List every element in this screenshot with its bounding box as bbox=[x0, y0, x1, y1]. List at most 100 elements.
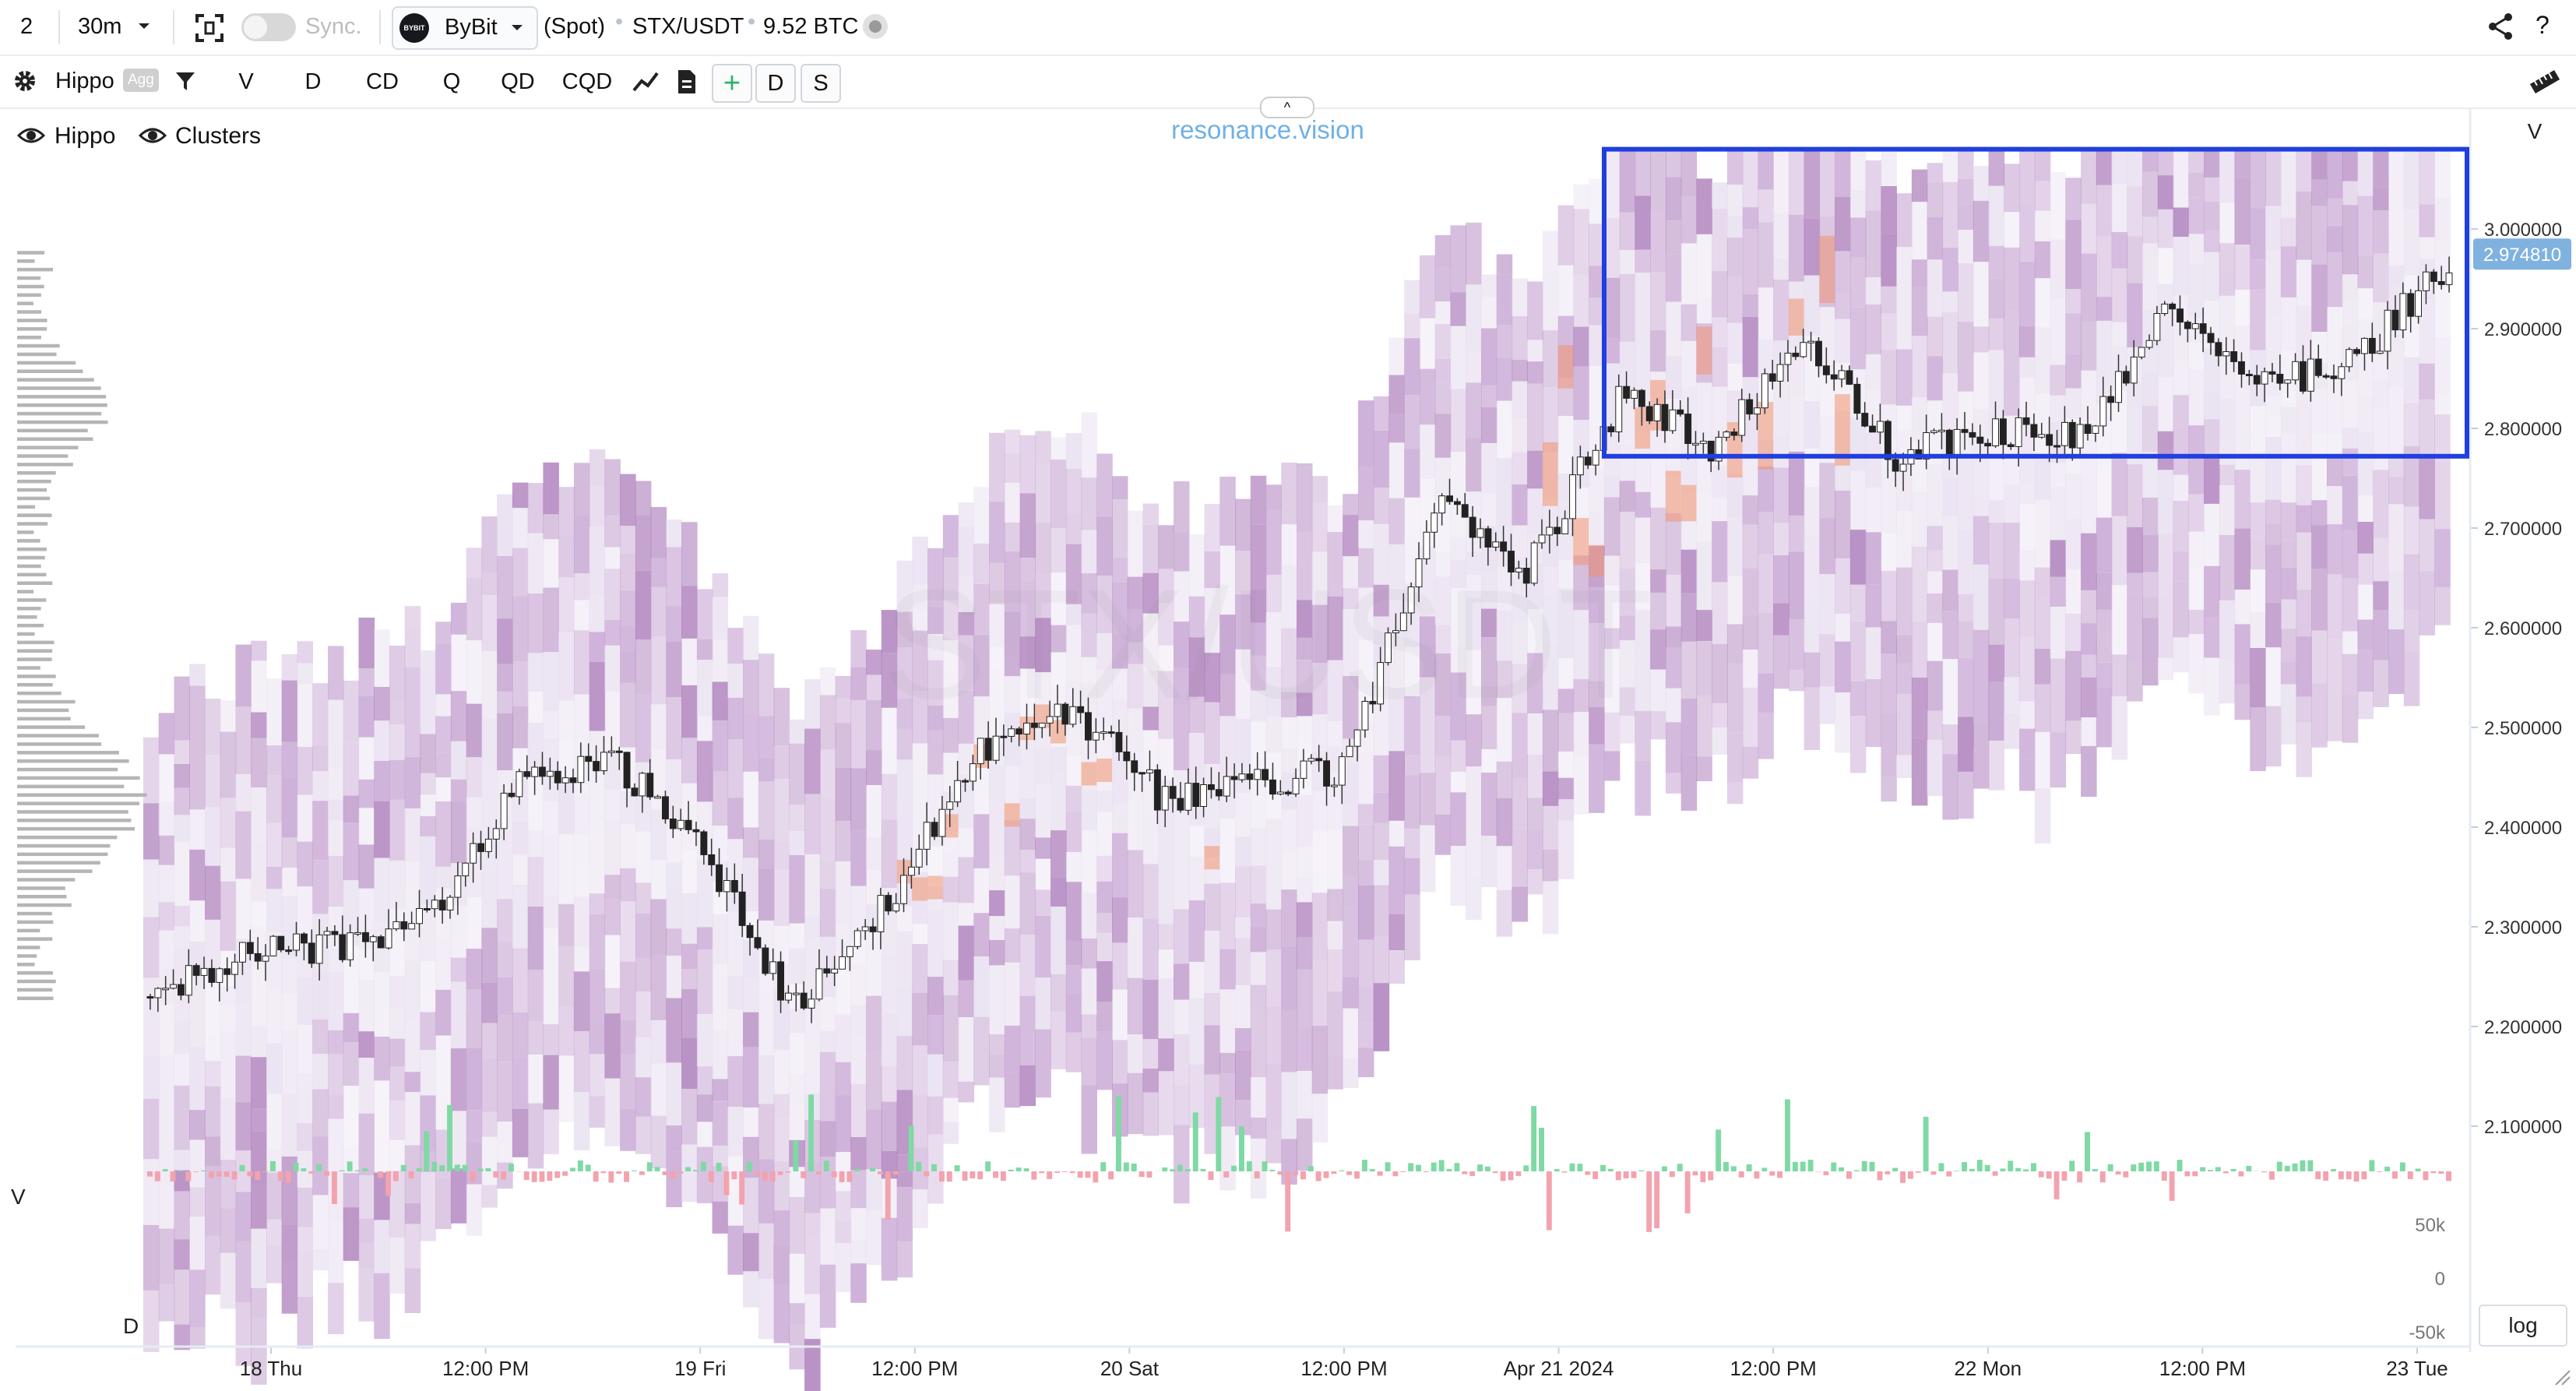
candle-body bbox=[1508, 551, 1515, 572]
heatmap-cell bbox=[235, 879, 252, 939]
legend-hippo[interactable]: Hippo bbox=[16, 123, 115, 149]
heatmap-cell bbox=[1972, 352, 1990, 409]
add-button[interactable]: + bbox=[712, 64, 752, 103]
heatmap-cell bbox=[235, 1102, 252, 1151]
heatmap-cell bbox=[1265, 509, 1282, 576]
delta-bar bbox=[993, 1171, 998, 1178]
heatmap-cell bbox=[266, 822, 283, 868]
heatmap-cell bbox=[1865, 354, 1882, 391]
resize-handle-icon[interactable] bbox=[2555, 1370, 2571, 1386]
heatmap-cell bbox=[1327, 505, 1343, 533]
heatmap-cell bbox=[1881, 714, 1897, 776]
v-button[interactable]: V bbox=[238, 69, 254, 94]
heatmap-cell bbox=[205, 1166, 221, 1236]
heatmap-cell bbox=[1358, 753, 1374, 805]
pair-label[interactable]: STX/USDT bbox=[632, 14, 744, 39]
heatmap-cell bbox=[1420, 825, 1436, 893]
candle-body bbox=[462, 862, 470, 877]
document-icon[interactable] bbox=[676, 69, 698, 95]
indicator-name[interactable]: Hippo bbox=[55, 69, 114, 93]
heatmap-cell bbox=[1434, 359, 1452, 383]
heatmap-cell bbox=[1158, 949, 1174, 979]
delta-bar bbox=[1546, 1171, 1552, 1231]
heatmap-cell bbox=[1466, 877, 1482, 921]
filter-icon[interactable] bbox=[174, 70, 196, 92]
chart-area[interactable]: 3.0000002.9000002.8000002.7000002.600000… bbox=[0, 107, 2576, 1391]
heatmap-cell bbox=[1235, 866, 1251, 917]
heatmap-cell bbox=[835, 821, 852, 862]
delta-bar bbox=[1054, 1171, 1060, 1173]
heatmap-cell bbox=[1911, 169, 1928, 202]
collapse-toggle-button[interactable]: ^ bbox=[1260, 97, 1314, 118]
heatmap-cell bbox=[1035, 431, 1051, 463]
heatmap-cell bbox=[1542, 643, 1559, 710]
qd-button[interactable]: QD bbox=[501, 69, 535, 94]
heatmap-cell bbox=[2157, 248, 2174, 284]
heatmap-cell bbox=[2204, 454, 2220, 504]
layout-number[interactable]: 2 bbox=[20, 14, 33, 39]
heatmap-cell bbox=[1958, 621, 1974, 658]
cd-button[interactable]: CD bbox=[366, 69, 399, 94]
heatmap-cell bbox=[1450, 646, 1466, 673]
candle-body bbox=[1522, 568, 1530, 584]
d-mode-button[interactable]: D bbox=[755, 64, 796, 103]
log-scale-button[interactable]: log bbox=[2479, 1305, 2567, 1347]
heatmap-cell bbox=[727, 664, 744, 698]
heatmap-cell bbox=[1849, 257, 1867, 308]
candle-body bbox=[277, 935, 285, 951]
heatmap-cell bbox=[604, 645, 621, 692]
legend-clusters[interactable]: Clusters bbox=[138, 123, 261, 149]
heatmap-cell bbox=[358, 979, 375, 1032]
heatmap-cell bbox=[1327, 949, 1343, 992]
heatmap-cell bbox=[558, 834, 575, 904]
heatmap-cell bbox=[266, 678, 283, 745]
heatmap-cell bbox=[696, 949, 713, 1014]
heatmap-cell bbox=[497, 1062, 513, 1122]
s-mode-button[interactable]: S bbox=[801, 64, 841, 103]
ruler-icon[interactable] bbox=[2529, 69, 2560, 95]
heatmap-cell bbox=[1466, 284, 1482, 352]
heatmap-cell bbox=[1142, 980, 1159, 1040]
delta-bar bbox=[1131, 1163, 1137, 1171]
chevron-down-icon[interactable] bbox=[137, 22, 151, 31]
heatmap-cell bbox=[1343, 764, 1359, 806]
heatmap-cell bbox=[481, 595, 498, 651]
agg-badge[interactable]: Agg bbox=[123, 69, 159, 92]
gear-icon[interactable] bbox=[12, 69, 37, 93]
q-button[interactable]: Q bbox=[442, 69, 461, 94]
heatmap-cell bbox=[1004, 482, 1021, 523]
heatmap-cell bbox=[1343, 609, 1359, 676]
share-icon[interactable] bbox=[2487, 12, 2514, 40]
heatmap-cell bbox=[727, 628, 744, 664]
heatmap-cell bbox=[712, 1079, 729, 1101]
heatmap-hotspot bbox=[1050, 720, 1066, 744]
heatmap-cell bbox=[2065, 474, 2082, 519]
line-chart-icon[interactable] bbox=[632, 70, 659, 93]
candle-body bbox=[2177, 308, 2184, 323]
heatmap-cell bbox=[2127, 186, 2143, 236]
cqd-button[interactable]: CQD bbox=[561, 69, 613, 94]
d-toolbar-button[interactable]: D bbox=[304, 69, 322, 94]
delta-bar bbox=[1100, 1162, 1107, 1171]
heatmap-cell bbox=[819, 937, 836, 998]
heatmap-cell bbox=[1281, 946, 1297, 1011]
exchange-label: ByBit bbox=[445, 15, 498, 40]
volume-profile-bar bbox=[17, 590, 34, 593]
heatmap-cell bbox=[543, 963, 559, 1025]
exchange-select[interactable]: BYBIT ByBit bbox=[392, 6, 538, 50]
heatmap-cell bbox=[343, 946, 360, 1013]
heatmap-cell bbox=[527, 970, 544, 1022]
sync-toggle[interactable] bbox=[241, 13, 296, 41]
heatmap-cell bbox=[404, 808, 421, 862]
heatmap-cell bbox=[266, 1043, 283, 1094]
fullscreen-icon[interactable] bbox=[195, 13, 224, 43]
heatmap-cell bbox=[2111, 149, 2128, 184]
heatmap-cell bbox=[635, 639, 652, 695]
heatmap-cell bbox=[1081, 1014, 1097, 1038]
interval-select[interactable]: 30m bbox=[78, 14, 122, 39]
heatmap-cell bbox=[1450, 326, 1466, 389]
delta-bar bbox=[685, 1167, 691, 1171]
delta-bar bbox=[347, 1161, 353, 1171]
volume-label: 9.52 BTC bbox=[763, 14, 859, 39]
help-icon[interactable]: ? bbox=[2536, 11, 2550, 39]
